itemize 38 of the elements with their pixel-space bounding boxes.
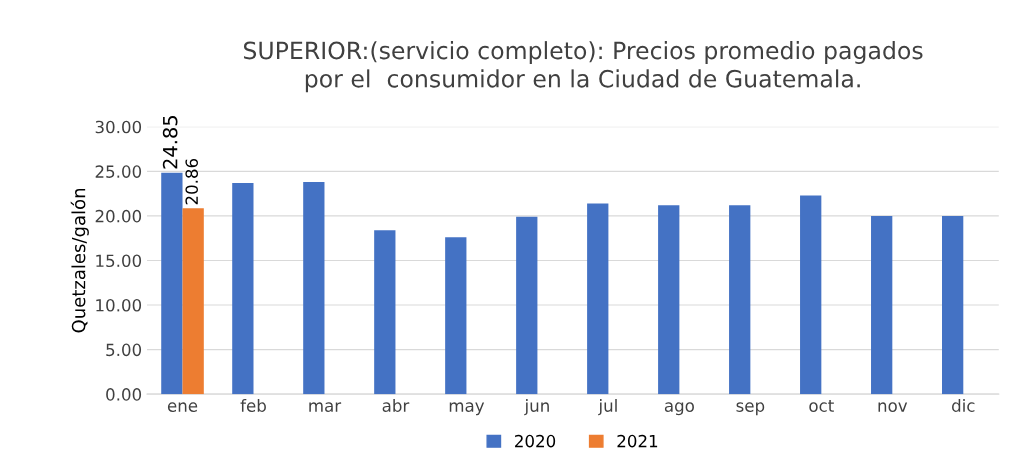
y-tick-label: 25.00	[95, 165, 142, 178]
x-tick-label: sep	[736, 402, 765, 416]
bar	[374, 230, 396, 395]
bar	[303, 182, 325, 395]
x-tick-label: nov	[878, 402, 908, 412]
y-axis-title: Quetzales/galón	[70, 188, 89, 333]
x-tick-label: dic	[952, 399, 975, 412]
y-tick-label: 20.00	[95, 209, 142, 223]
x-tick-label: ago	[664, 402, 694, 416]
x-tick-label: jul	[598, 399, 617, 416]
bar	[729, 205, 751, 395]
y-tick-label: 30.00	[95, 120, 142, 134]
y-tick-label: 15.00	[96, 254, 142, 268]
x-tick-label: may	[449, 402, 485, 416]
bar	[658, 205, 680, 395]
bar	[942, 215, 964, 395]
chart-title: SUPERIOR:(servicio completo): Precios promedio pagados por el consumidor en la Ciudad de Guatemala.	[243, 41, 923, 93]
x-tick-label: mar	[309, 402, 342, 412]
bar	[800, 195, 822, 395]
y-tick-label: 10.00	[96, 298, 142, 312]
bar	[871, 215, 893, 395]
data-label: 20.86	[185, 158, 198, 205]
x-tick-label: abr	[382, 399, 410, 412]
y-tick-label: 5.00	[106, 343, 142, 357]
x-tick-label: feb	[240, 399, 266, 412]
data-label: 24.85	[162, 116, 178, 169]
y-tick-label: 0.00	[106, 388, 142, 401]
bar	[232, 182, 254, 395]
bar	[445, 237, 467, 395]
bar	[182, 208, 204, 395]
x-tick-label: oct	[809, 399, 834, 412]
bar	[516, 216, 538, 395]
x-tick-label: ene	[167, 402, 198, 412]
bar	[161, 172, 183, 395]
legend-label: 2021	[617, 434, 658, 448]
x-tick-label: jun	[524, 399, 549, 416]
bar	[587, 203, 609, 395]
legend-label: 2020	[515, 434, 556, 448]
